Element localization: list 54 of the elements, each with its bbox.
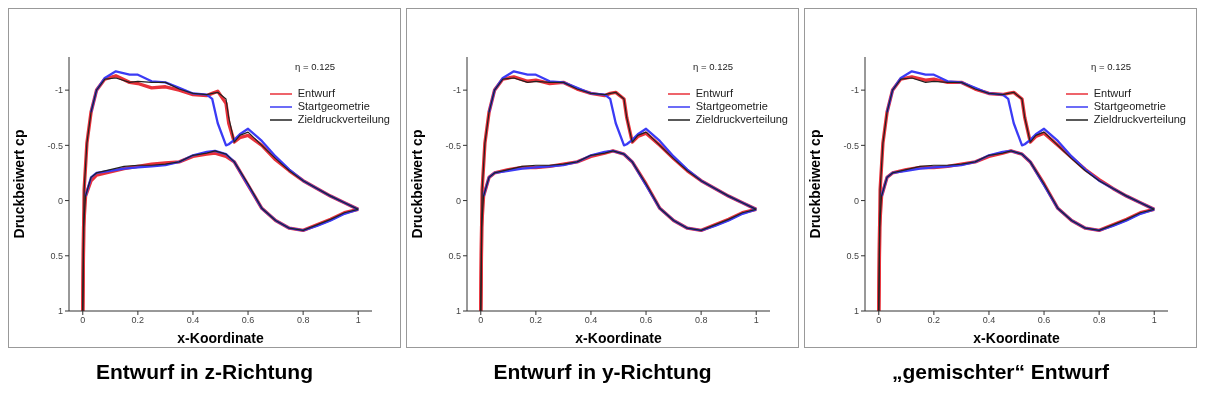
x-tick-label: 1 (1151, 315, 1157, 326)
y-axis-title: Druckbeiwert cp (806, 129, 823, 239)
annotation: η = 0.125 (295, 61, 335, 72)
legend-label: Entwurf (1093, 87, 1131, 100)
x-tick-label: 0 (80, 315, 86, 326)
y-axis-title: Druckbeiwert cp (10, 129, 27, 239)
legend-label: Startgeometrie (1093, 100, 1166, 113)
y-tick-label: -1 (850, 85, 859, 96)
text: „gemischter“ Entwurf (890, 360, 1110, 384)
x-tick-label: 0.4 (584, 315, 598, 326)
y-tick-label: 0.5 (846, 250, 859, 261)
y-tick-label: -1 (54, 85, 63, 96)
x-tick-label: 1 (753, 315, 759, 326)
legend-label: Zieldruckverteilung (297, 113, 390, 126)
x-tick-label: 0 (876, 315, 882, 326)
x-tick-label: 0.8 (1092, 315, 1106, 326)
y-tick-label: -0.5 (843, 140, 859, 151)
y-tick-label: 0 (853, 195, 859, 206)
x-tick-label: 0.8 (296, 315, 310, 326)
y-tick-label: 1 (57, 306, 63, 317)
x-tick-label: 0.2 (927, 315, 941, 326)
legend-label: Startgeometrie (297, 100, 370, 113)
x-tick-label: 0.4 (982, 315, 996, 326)
x-tick-label: 0.6 (241, 315, 255, 326)
x-tick-label: 0.6 (1037, 315, 1051, 326)
text: Entwurf in z-Richtung (95, 360, 314, 384)
x-tick-label: 0 (478, 315, 484, 326)
y-axis-title: Druckbeiwert cp (408, 129, 425, 239)
text: Entwurf in y-Richtung (492, 360, 713, 384)
x-tick-label: 1 (355, 315, 361, 326)
y-tick-label: 1 (455, 306, 461, 317)
x-tick-label: 0.6 (639, 315, 653, 326)
annotation: η = 0.125 (693, 61, 733, 72)
y-tick-label: 0 (455, 195, 461, 206)
x-axis-title: x-Koordinate (575, 330, 662, 346)
legend-label: Zieldruckverteilung (1093, 113, 1186, 126)
y-tick-label: 0.5 (50, 250, 63, 261)
x-tick-label: 0.4 (186, 315, 200, 326)
y-tick-label: -0.5 (47, 140, 63, 151)
x-axis-title: x-Koordinate (973, 330, 1060, 346)
x-axis-title: x-Koordinate (177, 330, 264, 346)
y-tick-label: 1 (853, 306, 859, 317)
legend-label: Zieldruckverteilung (695, 113, 788, 126)
y-tick-label: -0.5 (445, 140, 461, 151)
y-tick-label: -1 (452, 85, 461, 96)
legend-label: Entwurf (297, 87, 335, 100)
x-tick-label: 0.2 (131, 315, 145, 326)
y-tick-label: 0 (57, 195, 63, 206)
annotation: η = 0.125 (1091, 61, 1131, 72)
x-tick-label: 0.8 (694, 315, 708, 326)
y-tick-label: 0.5 (448, 250, 461, 261)
legend-label: Entwurf (695, 87, 733, 100)
legend-label: Startgeometrie (695, 100, 768, 113)
x-tick-label: 0.2 (529, 315, 543, 326)
